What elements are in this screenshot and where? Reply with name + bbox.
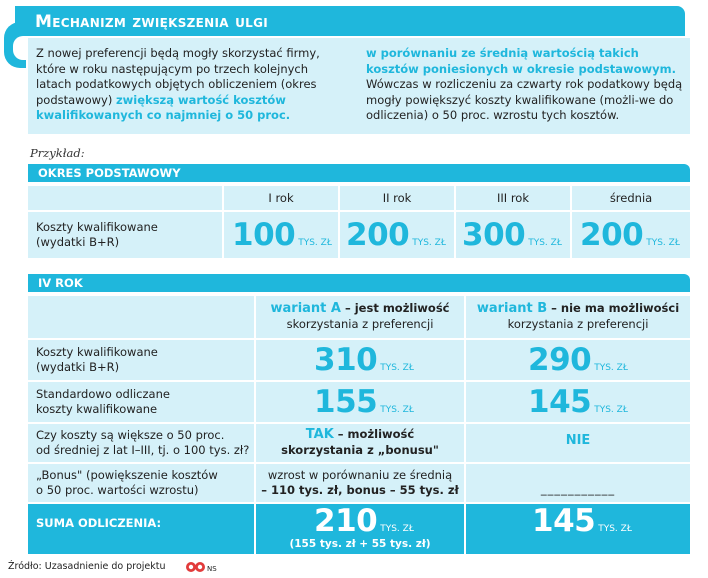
year4-header: IV ROK xyxy=(28,274,690,292)
base-value-3: 300 xyxy=(462,217,526,253)
year4-row3-label-1: Czy koszty są większe o 50 proc. xyxy=(36,428,225,442)
year4-row2-a-value: 155 xyxy=(314,384,378,420)
base-period-header: OKRES PODSTAWOWY xyxy=(28,164,690,182)
publisher-logo: NS xyxy=(185,559,225,573)
year4-row1-label-2: (wydatki B+R) xyxy=(36,360,120,374)
year4-row1-b-value: 290 xyxy=(528,342,592,378)
base-value-1-cell: 100 TYS. ZŁ xyxy=(224,212,338,258)
year4-row3-a-cell: TAK – możliwość skorzystania z „bonusu" xyxy=(256,424,464,462)
base-row-label-1: Koszty kwalifikowane xyxy=(36,220,158,234)
year4-header-empty-cell xyxy=(28,296,254,338)
variant-b-name: wariant B xyxy=(476,301,548,316)
sum-a-cell: 210 TYS. ZŁ (155 tys. zł + 55 tys. zł) xyxy=(256,504,464,554)
publisher-logo-icon: NS xyxy=(186,562,217,573)
variant-b-desc-bold: – nie ma możliwości xyxy=(547,301,680,315)
year4-row1-b-cell: 290 TYS. ZŁ xyxy=(466,340,690,380)
page-title: Mechanizm zwiększenia ulgi xyxy=(35,12,268,32)
year4-row3-label-2: od średniej z lat I–III, tj. o 100 tys. … xyxy=(36,443,250,457)
example-label: Przykład: xyxy=(30,146,85,160)
year4-row2-a-unit: TYS. ZŁ xyxy=(380,405,414,415)
intro-right-column: w porównaniu ze średnią wartością takich… xyxy=(366,46,684,124)
intro-left-column: Z nowej preferencji będą mogły skorzysta… xyxy=(36,46,336,124)
base-header-empty-cell xyxy=(28,186,222,210)
sum-label-cell: SUMA ODLICZENIA: xyxy=(28,504,254,554)
base-col-4-header: średnia xyxy=(572,186,690,210)
year4-row1-label-cell: Koszty kwalifikowane (wydatki B+R) xyxy=(28,340,254,380)
base-value-1: 100 xyxy=(232,217,296,253)
base-value-4-cell: 200 TYS. ZŁ xyxy=(572,212,690,258)
year4-row1-b-unit: TYS. ZŁ xyxy=(594,363,628,373)
year4-row4-b-cell: ___________ xyxy=(466,464,690,502)
sum-label: SUMA ODLICZENIA: xyxy=(36,516,162,530)
year4-row1-a-cell: 310 TYS. ZŁ xyxy=(256,340,464,380)
question-a-rest-1: – możliwość xyxy=(333,427,415,441)
year4-row3-label-cell: Czy koszty są większe o 50 proc. od śred… xyxy=(28,424,254,462)
variant-a-header: wariant A – jest możliwość skorzystania … xyxy=(256,296,464,338)
year4-row1-a-value: 310 xyxy=(314,342,378,378)
base-period-title: OKRES PODSTAWOWY xyxy=(38,166,181,180)
sum-b-value: 145 xyxy=(532,503,596,539)
base-col-4-label: średnia xyxy=(609,191,653,205)
question-a-rest-2: skorzystania z „bonusu" xyxy=(281,443,439,457)
base-unit-4: TYS. ZŁ xyxy=(646,238,680,248)
year4-row2-b-value: 145 xyxy=(528,384,592,420)
year4-row2-b-cell: 145 TYS. ZŁ xyxy=(466,382,690,422)
variant-b-header: wariant B – nie ma możliwości korzystani… xyxy=(466,296,690,338)
base-col-2-label: II rok xyxy=(382,191,412,205)
sum-a-detail: (155 tys. zł + 55 tys. zł) xyxy=(289,538,431,550)
source-note: Źródło: Uzasadnienie do projektu xyxy=(8,561,166,572)
title-ribbon-curl-inner xyxy=(13,36,27,60)
year4-row2-b-unit: TYS. ZŁ xyxy=(594,405,628,415)
intro-right-text: Wówczas w rozliczeniu za czwarty rok pod… xyxy=(366,77,683,122)
intro-box: Z nowej preferencji będą mogły skorzysta… xyxy=(28,38,690,134)
year4-row2-label-cell: Standardowo odliczane koszty kwalifikowa… xyxy=(28,382,254,422)
base-unit-3: TYS. ZŁ xyxy=(528,238,562,248)
intro-left-highlight: zwiększą wartość kosztów kwalifikowanych… xyxy=(36,92,291,123)
bonus-a-line-1: wzrost w porównaniu ze średnią xyxy=(267,468,453,482)
year4-row3-b-cell: NIE xyxy=(466,424,690,462)
base-col-1-header: I rok xyxy=(224,186,338,210)
intro-right-highlight: w porównaniu ze średnią wartością takich… xyxy=(366,46,676,76)
year4-row4-label-2: o 50 proc. wartości wzrostu) xyxy=(36,483,199,497)
sum-b-unit: TYS. ZŁ xyxy=(598,524,632,534)
variant-a-desc: skorzystania z preferencji xyxy=(286,317,434,331)
base-value-3-cell: 300 TYS. ZŁ xyxy=(456,212,570,258)
year4-row2-a-cell: 155 TYS. ZŁ xyxy=(256,382,464,422)
year4-row4-label-cell: „Bonus" (powiększenie kosztów o 50 proc.… xyxy=(28,464,254,502)
variant-b-desc: korzystania z preferencji xyxy=(507,317,649,331)
bonus-b-blank: ___________ xyxy=(540,482,616,496)
year4-row4-label-1: „Bonus" (powiększenie kosztów xyxy=(36,468,218,482)
variant-a-desc-bold: – jest możliwość xyxy=(340,301,450,315)
base-col-3-header: III rok xyxy=(456,186,570,210)
logo-text: NS xyxy=(207,565,217,573)
base-unit-2: TYS. ZŁ xyxy=(412,238,446,248)
sum-b-cell: 145 TYS. ZŁ xyxy=(466,504,690,554)
base-value-4: 200 xyxy=(580,217,644,253)
base-value-2: 200 xyxy=(346,217,410,253)
year4-row4-a-cell: wzrost w porównaniu ze średnią – 110 tys… xyxy=(256,464,464,502)
base-row-label-2: (wydatki B+R) xyxy=(36,235,120,249)
base-col-3-label: III rok xyxy=(496,191,529,205)
base-col-2-header: II rok xyxy=(340,186,454,210)
year4-row2-label-2: koszty kwalifikowane xyxy=(36,402,158,416)
year4-title: IV ROK xyxy=(38,276,83,290)
question-b-nie: NIE xyxy=(565,433,591,448)
title-bar: Mechanizm zwiększenia ulgi xyxy=(15,6,685,36)
intro-left-text: Z nowej preferencji będą mogły skorzysta… xyxy=(36,46,320,107)
variant-a-name: wariant A xyxy=(270,301,341,316)
bonus-a-line-2: – 110 tys. zł, bonus – 55 tys. zł xyxy=(261,483,459,497)
sum-a-unit: TYS. ZŁ xyxy=(380,524,414,534)
base-col-1-label: I rok xyxy=(268,191,294,205)
question-a-tak: TAK xyxy=(305,427,334,442)
year4-row1-label-1: Koszty kwalifikowane xyxy=(36,345,158,359)
base-unit-1: TYS. ZŁ xyxy=(298,238,332,248)
year4-row2-label-1: Standardowo odliczane xyxy=(36,387,170,401)
year4-row1-a-unit: TYS. ZŁ xyxy=(380,363,414,373)
base-value-2-cell: 200 TYS. ZŁ xyxy=(340,212,454,258)
sum-a-value: 210 xyxy=(314,503,378,539)
base-row-label-cell: Koszty kwalifikowane (wydatki B+R) xyxy=(28,212,222,258)
